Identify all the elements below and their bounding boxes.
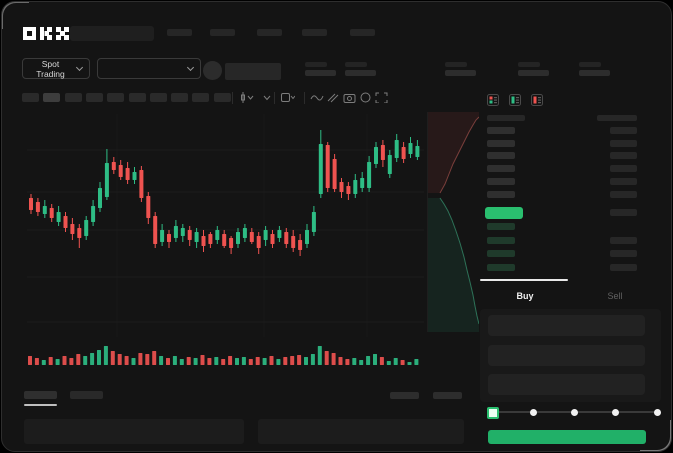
market-type-select[interactable]: Spot Trading <box>22 58 90 79</box>
timeframe-button-2[interactable] <box>43 93 61 102</box>
search-bar[interactable] <box>70 26 154 41</box>
pair-name-placeholder <box>225 63 281 80</box>
timeframe-button-5[interactable] <box>107 93 125 102</box>
stat-value-4 <box>518 70 549 76</box>
stat-value-3 <box>445 70 476 76</box>
order-field-2[interactable] <box>488 345 645 366</box>
candle-style-icon[interactable] <box>240 92 254 103</box>
stat-label-1 <box>305 62 327 67</box>
timeframe-button-10[interactable] <box>213 93 231 102</box>
ask-amount-5 <box>610 177 637 185</box>
ask-price-4[interactable] <box>487 165 515 173</box>
bottom-panel-2 <box>258 419 464 444</box>
ob-view-book-split-icon[interactable] <box>487 94 499 106</box>
ask-amount-4 <box>610 165 637 173</box>
bid-price-2[interactable] <box>487 236 515 244</box>
active-tab-underline <box>24 404 57 406</box>
ob-header-price <box>487 115 525 121</box>
tab-sell[interactable]: Sell <box>607 291 623 301</box>
last-price-amount <box>610 208 637 216</box>
tab-buy[interactable]: Buy <box>516 291 534 301</box>
bid-price-3[interactable] <box>487 250 515 257</box>
chevron-down-icon <box>186 63 195 72</box>
toolbar-divider <box>232 92 233 104</box>
draw-icon[interactable] <box>326 92 340 103</box>
pair-select[interactable] <box>97 58 201 79</box>
stat-value-5 <box>579 70 610 76</box>
ob-view-book-bids-icon[interactable] <box>509 94 521 106</box>
timeframe-button-9[interactable] <box>192 93 210 102</box>
stat-value-2 <box>345 70 376 76</box>
bottom-tab-2[interactable] <box>70 391 103 399</box>
nav-item-2[interactable] <box>210 29 235 36</box>
timeframe-button-7[interactable] <box>149 93 167 102</box>
ask-amount-3 <box>610 152 637 160</box>
ask-amount-6 <box>610 190 637 198</box>
bid-amount-4 <box>610 263 637 271</box>
market-type-label: Spot Trading <box>36 58 65 79</box>
bid-amount-3 <box>610 250 637 257</box>
stat-value-1 <box>305 70 336 76</box>
slider-dot-0[interactable] <box>486 406 499 419</box>
bid-amount-2 <box>610 236 637 244</box>
last-price-pill[interactable] <box>485 206 523 219</box>
camera-icon[interactable] <box>343 92 357 103</box>
bottom-tab-1[interactable] <box>24 391 57 399</box>
candlestick-chart[interactable] <box>27 114 424 337</box>
bottom-control-2[interactable] <box>433 392 462 399</box>
toolbar-divider <box>304 92 305 104</box>
nav-item-3[interactable] <box>257 29 282 36</box>
bottom-panel-1 <box>24 419 244 444</box>
okx-logo[interactable] <box>23 27 69 40</box>
buy-button[interactable] <box>488 430 646 444</box>
timeframe-button-6[interactable] <box>128 93 146 102</box>
timeframe-button-1[interactable] <box>22 93 39 102</box>
ob-view-book-asks-icon[interactable] <box>531 94 543 106</box>
ask-amount-1 <box>610 127 637 134</box>
timeframe-button-8[interactable] <box>171 93 189 102</box>
chevron-down-icon <box>75 63 84 72</box>
timeframe-button-4[interactable] <box>85 93 103 102</box>
ask-price-2[interactable] <box>487 139 515 147</box>
buy-tab-indicator <box>480 279 568 281</box>
screen-corner-highlight <box>2 2 29 29</box>
order-field-1[interactable] <box>488 315 645 336</box>
ask-price-1[interactable] <box>487 127 515 134</box>
volume-bars <box>28 346 419 365</box>
alert-icon[interactable] <box>359 92 373 103</box>
slider-dot-100[interactable] <box>653 408 661 416</box>
ask-amount-2 <box>610 139 637 147</box>
wave-icon[interactable] <box>310 92 324 103</box>
nav-item-5[interactable] <box>350 29 375 36</box>
coin-icon <box>203 61 222 80</box>
fullscreen-icon[interactable] <box>375 92 389 103</box>
indicator-icon[interactable] <box>281 92 295 103</box>
ask-price-6[interactable] <box>487 190 515 198</box>
slider-dot-75[interactable] <box>612 408 620 416</box>
stat-label-4 <box>518 62 540 67</box>
bid-price-4[interactable] <box>487 263 515 271</box>
stat-label-3 <box>445 62 467 67</box>
interval-caret-icon[interactable] <box>260 92 274 103</box>
timeframe-button-3[interactable] <box>64 93 82 102</box>
bid-price-1[interactable] <box>487 223 515 230</box>
slider-dot-50[interactable] <box>571 408 578 416</box>
stat-label-2 <box>345 62 367 67</box>
nav-item-1[interactable] <box>167 29 192 36</box>
slider-dot-25[interactable] <box>529 408 537 416</box>
nav-item-4[interactable] <box>302 29 327 36</box>
stat-label-5 <box>579 62 601 67</box>
bottom-control-1[interactable] <box>390 392 419 399</box>
order-field-3[interactable] <box>488 374 645 395</box>
depth-chart[interactable] <box>427 112 479 332</box>
ask-price-3[interactable] <box>487 152 515 160</box>
toolbar-divider <box>274 92 275 104</box>
ask-price-5[interactable] <box>487 177 515 185</box>
ob-header-amount <box>597 115 637 121</box>
